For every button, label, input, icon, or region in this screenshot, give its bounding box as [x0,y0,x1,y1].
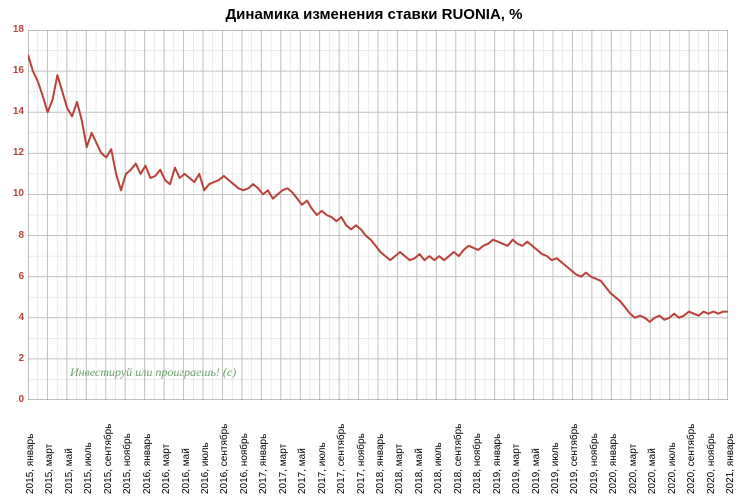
y-tick-label: 12 [13,147,24,158]
y-tick-label: 8 [18,230,24,241]
x-tick-label: 2015, ноябрь [122,433,133,494]
x-tick-label: 2016, май [181,448,192,494]
watermark-text: Инвестируй или проиграешь! (с) [70,365,236,380]
x-tick-label: 2018, январь [375,434,386,494]
x-tick-label: 2021, январь [725,434,736,494]
chart-plot [28,30,728,400]
y-tick-label: 6 [18,271,24,282]
x-tick-label: 2016, ноябрь [239,433,250,494]
y-tick-label: 10 [13,188,24,199]
x-tick-label: 2016, январь [142,434,153,494]
y-tick-label: 14 [13,106,24,117]
x-tick-label: 2020, сентябрь [686,424,697,494]
chart-container: Динамика изменения ставки RUONIA, % 0 2 4 6… [0,0,748,500]
x-tick-label: 2018, май [414,448,425,494]
x-tick-label: 2019, ноябрь [589,433,600,494]
x-tick-label: 2020, январь [608,434,619,494]
y-tick-label: 18 [13,24,24,35]
x-tick-label: 2019, сентябрь [569,424,580,494]
x-tick-label: 2015, май [64,448,75,494]
x-tick-label: 2017, июль [317,442,328,494]
y-tick-label: 0 [18,394,24,405]
x-tick-label: 2017, май [297,448,308,494]
x-tick-label: 2016, сентябрь [219,424,230,494]
x-tick-label: 2017, ноябрь [356,433,367,494]
x-tick-label: 2020, ноябрь [706,433,717,494]
x-tick-label: 2019, март [511,444,522,494]
x-tick-label: 2018, ноябрь [472,433,483,494]
x-tick-label: 2015, июль [83,442,94,494]
x-tick-label: 2017, январь [258,434,269,494]
x-tick-label: 2018, сентябрь [453,424,464,494]
x-tick-label: 2019, июль [550,442,561,494]
x-tick-label: 2015, сентябрь [103,424,114,494]
x-tick-label: 2016, июль [200,442,211,494]
x-tick-label: 2015, январь [25,434,36,494]
x-tick-label: 2020, июль [667,442,678,494]
x-tick-label: 2017, сентябрь [336,424,347,494]
x-tick-label: 2018, март [394,444,405,494]
x-tick-label: 2020, май [647,448,658,494]
x-tick-label: 2017, март [278,444,289,494]
y-tick-label: 2 [18,353,24,364]
x-tick-label: 2019, май [531,448,542,494]
x-tick-label: 2015, март [44,444,55,494]
y-tick-label: 16 [13,65,24,76]
x-tick-label: 2020, март [628,444,639,494]
x-tick-label: 2016, март [161,444,172,494]
chart-title: Динамика изменения ставки RUONIA, % [0,6,748,23]
y-tick-label: 4 [18,312,24,323]
x-tick-label: 2018, июль [433,442,444,494]
x-tick-label: 2019, январь [492,434,503,494]
